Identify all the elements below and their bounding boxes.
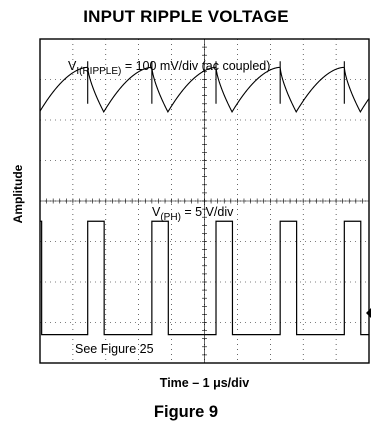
- chart-title: INPUT RIPPLE VOLTAGE: [83, 7, 289, 26]
- ph-annotation: V(PH) = 5 V/div: [152, 205, 234, 223]
- ripple-voltage-trace: [39, 61, 370, 114]
- switch-node-voltage-trace: [40, 220, 369, 336]
- x-axis-label: Time – 1 μs/div: [159, 376, 250, 390]
- plot-frame: [39, 38, 370, 364]
- see-figure-note: See Figure 25: [75, 342, 154, 356]
- ph-annotation-sub: (PH): [160, 212, 181, 223]
- ripple-annotation-main: V: [68, 59, 77, 73]
- grid: [39, 38, 370, 364]
- figure-caption: Figure 9: [153, 403, 219, 421]
- trigger-marker-icon: [366, 308, 371, 318]
- ripple-annotation-rest: = 100 mV/div (ac coupled): [121, 59, 270, 73]
- ph-annotation-main: V: [152, 205, 161, 219]
- ph-annotation-rest: = 5 V/div: [181, 205, 234, 219]
- y-axis-label: Amplitude: [11, 164, 25, 224]
- ripple-annotation: VI(RIPPLE) = 100 mV/div (ac coupled): [68, 59, 270, 77]
- ripple-annotation-sub: I(RIPPLE): [76, 66, 121, 77]
